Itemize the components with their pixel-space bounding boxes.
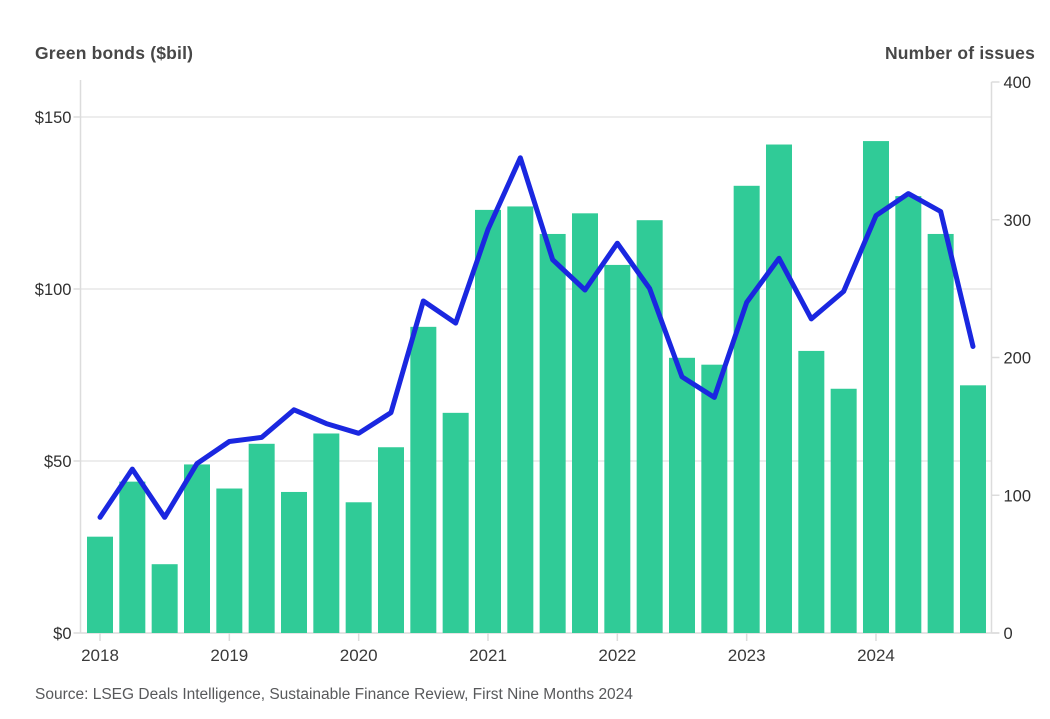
issues-line (97, 155, 976, 520)
bar-q2-2019 (248, 443, 275, 633)
right-axis-tick-label: 100 (1004, 487, 1032, 505)
bar-q4-2018 (183, 464, 210, 633)
left-axis-tick-label: $100 (35, 281, 72, 299)
bar-q2-2021 (507, 206, 534, 633)
x-axis-year-label: 2022 (598, 646, 636, 665)
bar-q1-2024 (862, 141, 889, 633)
bar-q1-2019 (216, 488, 243, 633)
bar-q4-2024 (959, 385, 986, 633)
x-axis-year-label: 2019 (210, 646, 248, 665)
right-axis-title: Number of issues (884, 43, 1035, 63)
bar-q2-2023 (765, 144, 792, 633)
bar-q4-2019 (313, 433, 340, 633)
bar-q1-2022 (604, 264, 631, 633)
x-axis-year-label: 2024 (857, 646, 895, 665)
x-axis-year-label: 2023 (728, 646, 766, 665)
bar-q2-2020 (377, 447, 404, 633)
bar-q2-2018 (119, 481, 146, 633)
bar-q4-2022 (701, 364, 728, 633)
right-axis-tick-label: 0 (1004, 625, 1013, 643)
x-axis-year-label: 2018 (81, 646, 119, 665)
source-note: Source: LSEG Deals Intelligence, Sustain… (35, 686, 633, 703)
bar-q3-2019 (280, 491, 307, 633)
bar-q1-2018 (87, 536, 113, 633)
bar-q2-2022 (636, 220, 663, 633)
left-axis-tick-label: $0 (53, 625, 71, 643)
bar-q2-2024 (895, 196, 922, 633)
bar-q4-2023 (830, 388, 857, 633)
left-axis-title: Green bonds ($bil) (35, 43, 194, 63)
left-axis-tick-label: $50 (44, 453, 72, 471)
x-axis-year-label: 2021 (469, 646, 507, 665)
bar-q1-2020 (345, 502, 372, 633)
bar-q3-2018 (151, 564, 178, 633)
bar-q1-2023 (733, 185, 760, 634)
right-axis-tick-label: 300 (1004, 212, 1032, 230)
left-axis-tick-label: $150 (35, 109, 72, 127)
bar-q3-2020 (410, 326, 437, 633)
bar-q1-2021 (474, 209, 501, 633)
bar-q3-2021 (539, 233, 566, 633)
x-axis-year-label: 2020 (340, 646, 378, 665)
bar-q3-2022 (668, 357, 695, 633)
right-axis-tick-label: 400 (1004, 74, 1032, 92)
bar-q3-2024 (927, 233, 954, 633)
bar-q3-2023 (798, 350, 825, 633)
bar-q4-2020 (442, 412, 469, 633)
right-axis-tick-label: 200 (1004, 350, 1032, 368)
